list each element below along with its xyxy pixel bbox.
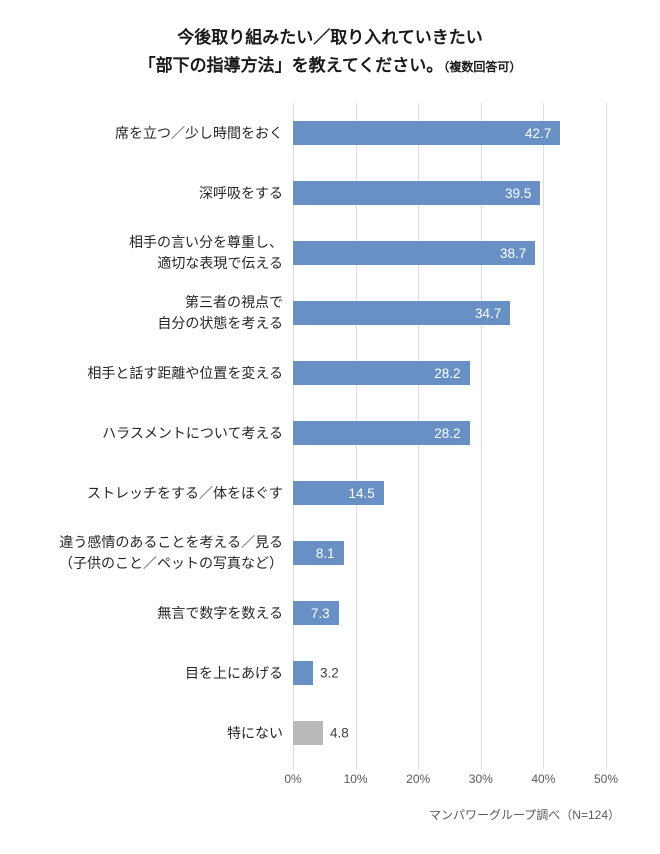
category-label-line: 目を上にあげる [185,664,283,681]
bar: 39.5 [293,181,541,205]
bar-chart: 席を立つ／少し時間をおく 42.7 深呼吸をする 39.5 相手の言い分を尊重し、適切な… [0,103,660,803]
bar: 34.7 [293,301,511,325]
bar: 28.2 [293,361,470,385]
bar: 28.2 [293,421,470,445]
x-tick-label: 0% [284,772,302,786]
category-label: 無言で数字を数える [0,603,293,624]
category-label: 特にない [0,723,293,744]
category-label-line: 特にない [227,724,283,741]
category-label-line: 適切な表現で伝える [157,255,283,271]
bar-track: 8.1 [293,541,660,565]
bar [293,661,314,685]
category-label-line: 違う感情のあることを考える／見る [59,534,283,550]
bar: 38.7 [293,241,536,265]
bar-track: 42.7 [293,121,660,145]
chart-row: ハラスメントについて考える 28.2 [0,403,660,463]
category-label: 第三者の視点で自分の状態を考える [0,292,293,334]
chart-title-line2-text: 「部下の指導方法」を教えてください。 [138,56,444,76]
chart-row: 相手の言い分を尊重し、適切な表現で伝える 38.7 [0,223,660,283]
bar-track: 28.2 [293,361,660,385]
value-label: 7.3 [310,605,330,621]
category-label-line: ストレッチをする／体をほぐす [87,484,283,501]
bar-track: 7.3 [293,601,660,625]
chart-row: 違う感情のあることを考える／見る （子供のこと／ペットの写真など） 8.1 [0,523,660,583]
bar-track: 34.7 [293,301,660,325]
bar-track: 28.2 [293,421,660,445]
value-label: 34.7 [474,305,502,321]
chart-row: 特にない 4.8 [0,703,660,763]
bar: 14.5 [293,481,384,505]
category-label: ハラスメントについて考える [0,423,293,444]
category-label: ストレッチをする／体をほぐす [0,483,293,504]
value-label: 28.2 [434,425,461,441]
chart-row: 相手と話す距離や位置を変える 28.2 [0,343,660,403]
x-tick-label: 20% [406,772,431,786]
value-label: 4.8 [330,725,349,741]
category-label-line: 相手の言い分を尊重し、 [129,234,283,250]
category-label: 目を上にあげる [0,663,293,684]
category-label: 相手の言い分を尊重し、適切な表現で伝える [0,232,293,274]
bar-track: 3.2 [293,661,660,685]
gridline [543,103,545,769]
category-label-line: 深呼吸をする [199,184,283,201]
x-tick-label: 10% [343,772,368,786]
gridline [606,103,607,769]
chart-rows: 席を立つ／少し時間をおく 42.7 深呼吸をする 39.5 相手の言い分を尊重し、適切な… [0,103,660,763]
category-label: 深呼吸をする [0,183,293,204]
bar [293,721,324,745]
chart-row: 席を立つ／少し時間をおく 42.7 [0,103,660,163]
category-label: 相手と話す距離や位置を変える [0,363,293,384]
category-label: 席を立つ／少し時間をおく [0,123,293,144]
category-label-line: 無言で数字を数える [157,604,283,621]
category-label-line: 相手と話す距離や位置を変える [87,364,283,381]
value-label: 28.2 [434,365,461,381]
value-label: 42.7 [525,125,552,141]
chart-row: 深呼吸をする 39.5 [0,163,660,223]
x-tick-label: 40% [531,772,556,786]
bar: 42.7 [293,121,561,145]
category-label: 違う感情のあることを考える／見る （子供のこと／ペットの写真など） [0,532,293,574]
source-note: マンパワーグループ調べ（N=124） [429,808,620,822]
value-label: 3.2 [320,665,339,681]
category-label-line: 第三者の視点で [185,294,283,310]
bar-track: 38.7 [293,241,660,265]
value-label: 39.5 [504,185,532,201]
bar-track: 14.5 [293,481,660,505]
value-label: 8.1 [315,545,335,561]
x-tick-label: 30% [468,772,493,786]
chart-title-line1: 今後取り組みたい／取り入れていきたい [177,28,483,47]
bar: 7.3 [293,601,339,625]
category-label-line: ハラスメントについて考える [102,424,283,441]
bar-track: 4.8 [293,721,660,745]
gridline [480,103,482,769]
category-label-line: （子供のこと／ペットの写真など） [59,555,283,571]
chart-title-line2: 「部下の指導方法」を教えてください。（複数回答可） [0,52,660,80]
chart-row: ストレッチをする／体をほぐす 14.5 [0,463,660,523]
chart-title: 今後取り組みたい／取り入れていきたい 「部下の指導方法」を教えてください。（複数… [0,24,660,80]
chart-row: 目を上にあげる 3.2 [0,643,660,703]
chart-title-note: （複数回答可） [443,60,522,75]
chart-row: 無言で数字を数える 7.3 [0,583,660,643]
chart-row: 第三者の視点で自分の状態を考える 34.7 [0,283,660,343]
category-label-line: 席を立つ／少し時間をおく [115,124,283,141]
x-tick-label: 50% [593,772,619,786]
category-label-line: 自分の状態を考える [157,315,283,331]
bar-track: 39.5 [293,181,660,205]
value-label: 38.7 [499,245,527,261]
value-label: 14.5 [348,485,375,501]
bar: 8.1 [293,541,344,565]
